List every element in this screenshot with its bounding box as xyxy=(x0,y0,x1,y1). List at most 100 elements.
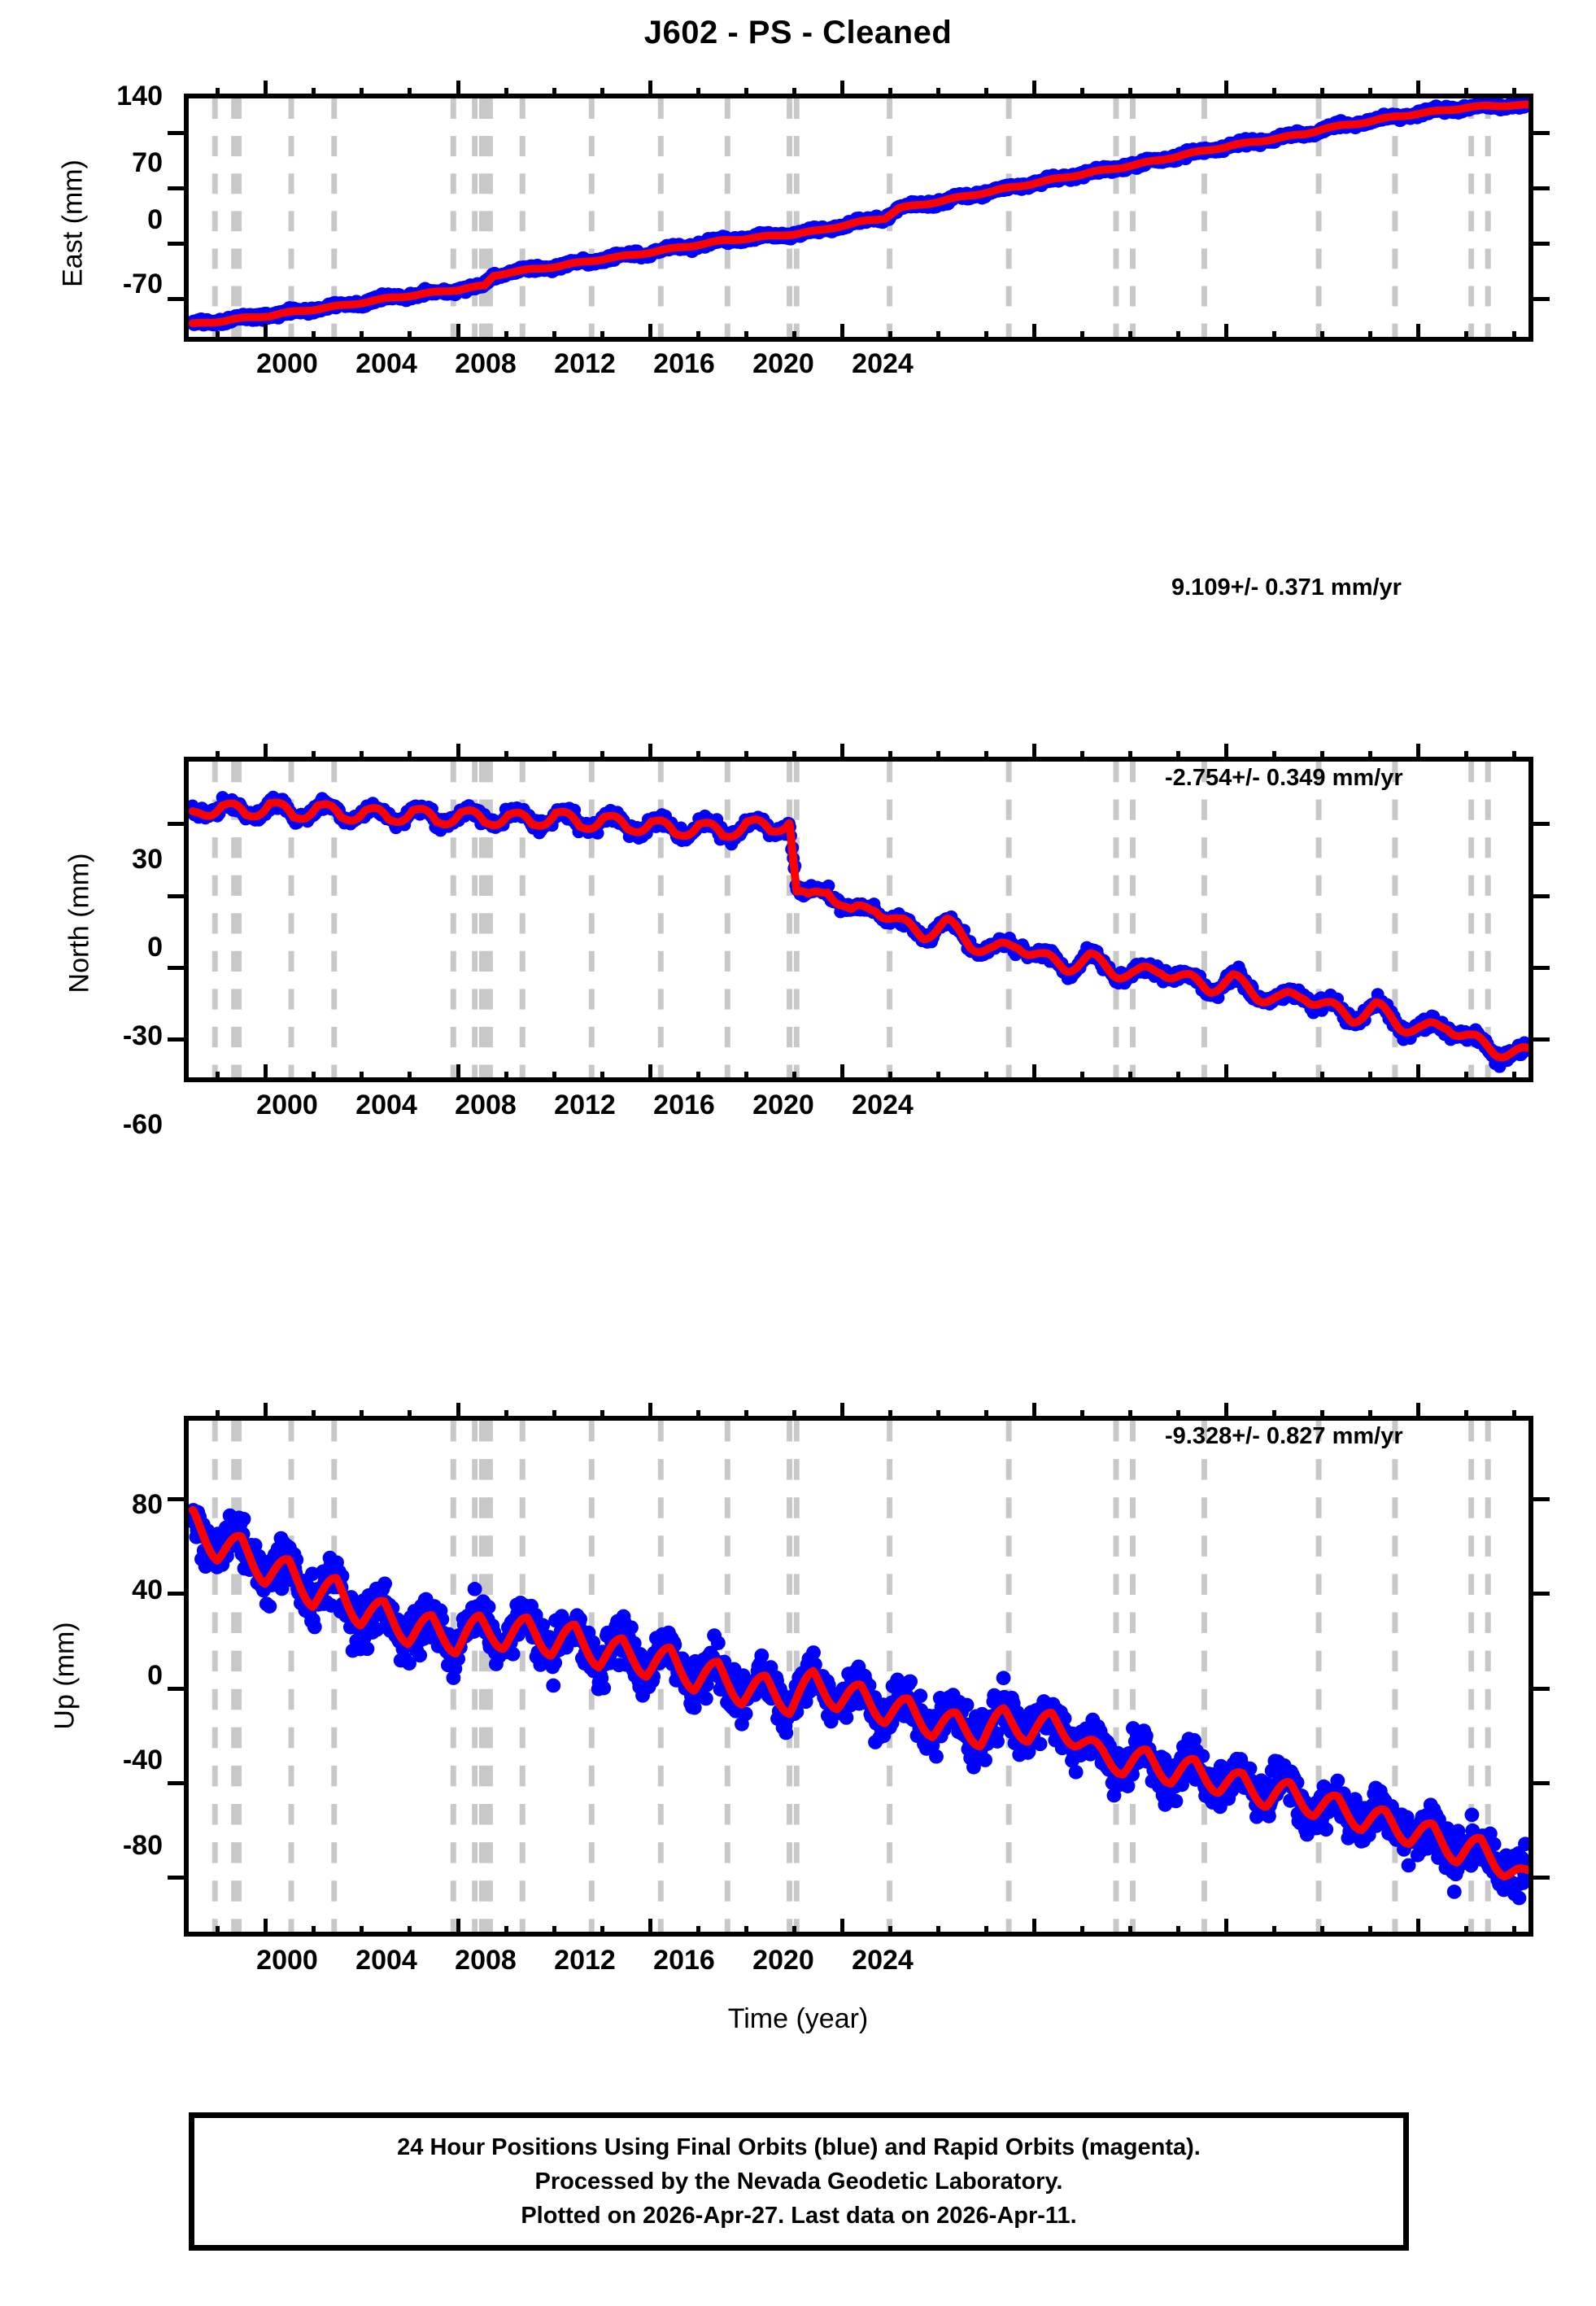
panel-east-frame xyxy=(184,94,1533,342)
xtick-mark xyxy=(791,331,796,342)
xtick-mark xyxy=(791,1926,796,1937)
xtick-mark xyxy=(264,324,268,342)
panel-up-svg xyxy=(189,1421,1528,1932)
xtick-mark xyxy=(1224,1064,1229,1082)
xtick-mark xyxy=(1464,1926,1469,1937)
xtick-mark xyxy=(935,1072,940,1082)
xtick-mark xyxy=(791,1410,796,1421)
xtick-mark xyxy=(887,751,892,762)
xtick-mark xyxy=(1031,1064,1036,1082)
xtick-mark xyxy=(1368,1926,1373,1937)
xtick-mark xyxy=(1320,1072,1325,1082)
xtick-mark xyxy=(1080,1410,1085,1421)
xtick-mark xyxy=(1416,744,1421,762)
footer-line-dates: Plotted on 2026-Apr-27. Last data on 202… xyxy=(521,2203,1077,2230)
panel-north-plot xyxy=(189,762,1528,1077)
ytick-mark xyxy=(1532,1876,1550,1880)
xtick-mark xyxy=(887,331,892,342)
xtick-mark xyxy=(1176,331,1181,342)
xtick-mark xyxy=(743,751,748,762)
xtick-mark xyxy=(1512,1410,1517,1421)
xtick-mark xyxy=(743,1072,748,1082)
xtick-mark xyxy=(696,1072,700,1082)
xtick-mark xyxy=(1031,1919,1036,1937)
data-points-north xyxy=(189,790,1528,1073)
ytick-up-1: 40 xyxy=(132,1574,163,1605)
panel-east xyxy=(184,94,1533,342)
xtick-mark xyxy=(600,331,604,342)
xtick-mark xyxy=(1176,751,1181,762)
xtick-mark xyxy=(1128,751,1133,762)
xtick-mark xyxy=(1080,1072,1085,1082)
xtick-mark xyxy=(408,331,412,342)
xtick-mark xyxy=(1272,331,1277,342)
axis-label-time: Time (year) xyxy=(727,2003,869,2034)
xtick-mark xyxy=(1224,81,1229,98)
panel-east-plot xyxy=(189,98,1528,337)
xtick-mark xyxy=(360,88,364,98)
xtick-mark xyxy=(1128,1410,1133,1421)
xtick-mark xyxy=(504,1072,508,1082)
xtick-mark xyxy=(839,1064,844,1082)
xtick-mark xyxy=(552,751,556,762)
xtick-mark xyxy=(1512,1926,1517,1937)
xtick-mark xyxy=(264,1064,268,1082)
xtick-north-5: 2020 xyxy=(752,1090,814,1120)
xtick-up-3: 2012 xyxy=(554,1945,616,1976)
ytick-mark xyxy=(1532,1592,1550,1596)
xtick-mark xyxy=(839,1403,844,1421)
xtick-east-3: 2012 xyxy=(554,348,616,379)
xtick-mark xyxy=(1080,88,1085,98)
ytick-mark xyxy=(1532,1496,1550,1501)
page-title: J602 - PS - Cleaned xyxy=(643,15,953,50)
xtick-mark xyxy=(1080,1926,1085,1937)
xtick-mark xyxy=(600,1926,604,1937)
xtick-mark xyxy=(504,88,508,98)
xtick-mark xyxy=(1416,1064,1421,1082)
xtick-mark xyxy=(1080,751,1085,762)
xtick-mark xyxy=(1416,324,1421,342)
rate-annotation-north: -2.754+/- 0.349 mm/yr xyxy=(1165,765,1403,791)
xtick-mark xyxy=(983,88,988,98)
ytick-north-1: 0 xyxy=(147,932,163,963)
xtick-mark xyxy=(1320,88,1325,98)
xtick-mark xyxy=(504,751,508,762)
xtick-mark xyxy=(696,751,700,762)
xtick-mark xyxy=(312,88,316,98)
xtick-mark xyxy=(456,1064,460,1082)
panel-north-svg xyxy=(189,762,1528,1077)
xtick-mark xyxy=(456,1403,460,1421)
ytick-up-4: -80 xyxy=(122,1830,163,1861)
xtick-mark xyxy=(504,1410,508,1421)
xtick-mark xyxy=(360,751,364,762)
ytick-up-3: -40 xyxy=(122,1745,163,1775)
ytick-up-2: 0 xyxy=(147,1660,163,1691)
xtick-mark xyxy=(1368,751,1373,762)
xtick-mark xyxy=(887,88,892,98)
xtick-mark xyxy=(1416,1919,1421,1937)
xtick-mark xyxy=(360,1410,364,1421)
ytick-mark xyxy=(168,131,185,136)
ytick-mark xyxy=(1532,296,1550,301)
xtick-mark xyxy=(1416,1403,1421,1421)
xtick-mark xyxy=(935,331,940,342)
xtick-north-2: 2008 xyxy=(455,1090,517,1120)
xtick-mark xyxy=(1368,88,1373,98)
xtick-mark xyxy=(648,1919,652,1937)
ytick-east-1: 70 xyxy=(132,147,163,178)
xtick-mark xyxy=(1224,324,1229,342)
panel-up-plot xyxy=(189,1421,1528,1932)
xtick-mark xyxy=(552,331,556,342)
xtick-up-6: 2024 xyxy=(852,1945,914,1976)
xtick-mark xyxy=(264,1919,268,1937)
ytick-mark xyxy=(168,822,185,827)
xtick-up-5: 2020 xyxy=(752,1945,814,1976)
xtick-mark xyxy=(264,81,268,98)
xtick-mark xyxy=(743,88,748,98)
xtick-mark xyxy=(983,1072,988,1082)
xtick-mark xyxy=(1031,324,1036,342)
xtick-mark xyxy=(1416,81,1421,98)
ytick-north-0: 30 xyxy=(132,844,163,875)
xtick-mark xyxy=(983,751,988,762)
xtick-mark xyxy=(312,1410,316,1421)
